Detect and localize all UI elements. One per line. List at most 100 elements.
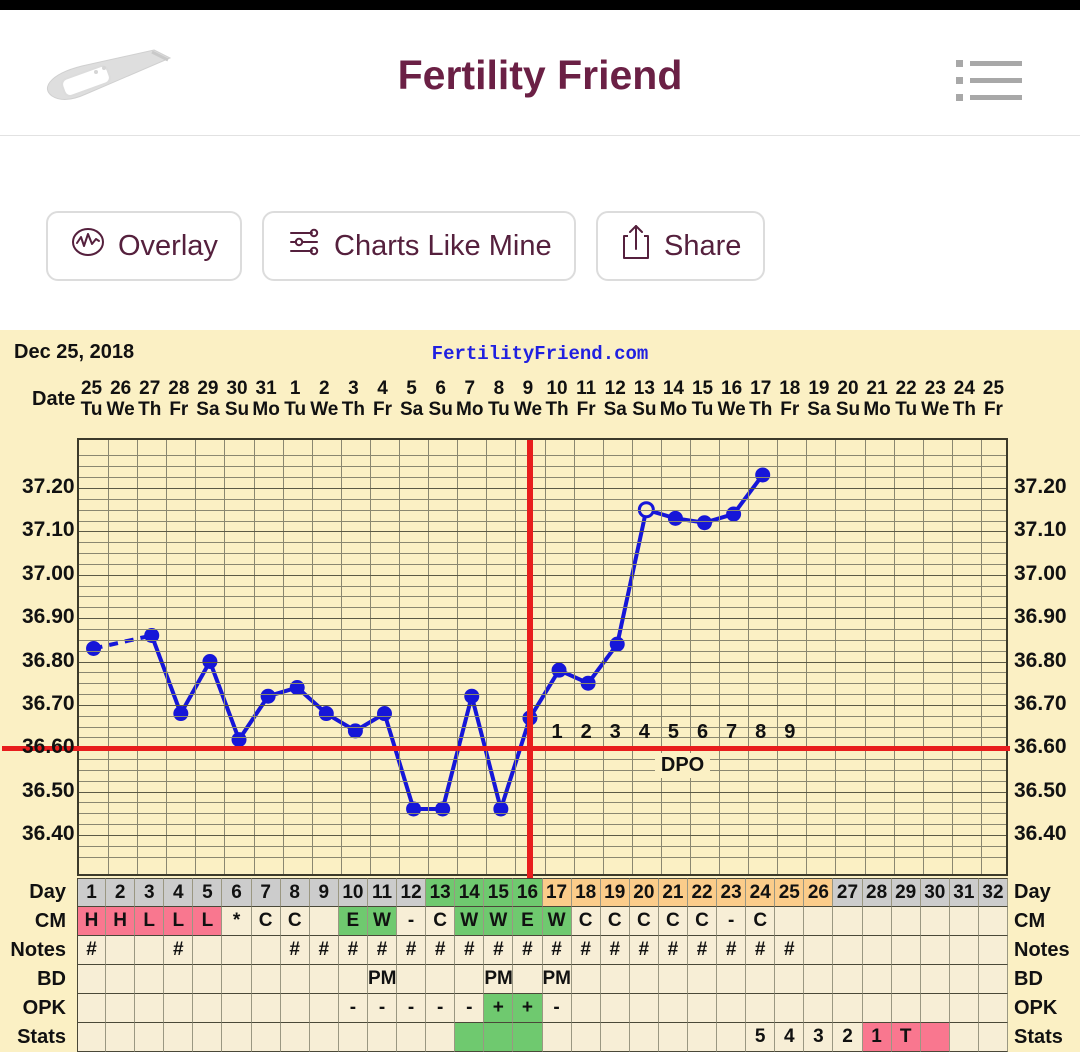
table-cell-cm[interactable]	[833, 907, 863, 936]
table-cell-opk[interactable]	[135, 994, 165, 1023]
table-cell-opk[interactable]	[658, 994, 688, 1023]
table-cell-cm[interactable]	[309, 907, 339, 936]
table-cell-stats[interactable]: 5	[746, 1023, 776, 1052]
table-cell-cm[interactable]: L	[135, 907, 165, 936]
table-cell-stats[interactable]	[338, 1023, 368, 1052]
table-cell-notes[interactable]	[949, 936, 979, 965]
table-cell-cm[interactable]: C	[746, 907, 776, 936]
table-cell-notes[interactable]: #	[775, 936, 805, 965]
table-cell-bd[interactable]: PM	[484, 965, 514, 994]
table-cell-day[interactable]: 21	[658, 878, 688, 907]
table-cell-opk[interactable]: +	[513, 994, 543, 1023]
table-cell-day[interactable]: 7	[251, 878, 281, 907]
table-cell-bd[interactable]: PM	[367, 965, 398, 994]
table-cell-bd[interactable]	[222, 965, 252, 994]
table-cell-notes[interactable]: #	[571, 936, 601, 965]
temperature-point[interactable]	[464, 688, 480, 704]
table-cell-day[interactable]: 23	[717, 878, 747, 907]
table-cell-cm[interactable]: E	[513, 907, 543, 936]
table-cell-stats[interactable]	[687, 1023, 718, 1052]
table-cell-day[interactable]: 1	[77, 878, 107, 907]
table-cell-cm[interactable]: -	[717, 907, 747, 936]
table-cell-bd[interactable]	[862, 965, 892, 994]
table-cell-opk[interactable]	[949, 994, 979, 1023]
table-cell-day[interactable]: 3	[135, 878, 165, 907]
table-cell-notes[interactable]	[135, 936, 165, 965]
table-cell-opk[interactable]	[77, 994, 107, 1023]
table-cell-cm[interactable]	[891, 907, 921, 936]
table-cell-cm[interactable]: W	[367, 907, 398, 936]
table-cell-stats[interactable]	[280, 1023, 310, 1052]
table-cell-bd[interactable]	[687, 965, 718, 994]
table-cell-day[interactable]: 24	[746, 878, 776, 907]
table-cell-stats[interactable]	[164, 1023, 194, 1052]
table-cell-day[interactable]: 19	[600, 878, 630, 907]
table-cell-day[interactable]: 28	[862, 878, 892, 907]
table-cell-stats[interactable]	[717, 1023, 747, 1052]
table-cell-opk[interactable]	[251, 994, 281, 1023]
table-cell-bd[interactable]	[106, 965, 136, 994]
table-cell-opk[interactable]: -	[367, 994, 398, 1023]
table-cell-cm[interactable]: W	[542, 907, 572, 936]
table-cell-stats[interactable]: 3	[804, 1023, 834, 1052]
table-cell-stats[interactable]: T	[891, 1023, 921, 1052]
table-cell-cm[interactable]: C	[658, 907, 688, 936]
table-cell-bd[interactable]	[600, 965, 630, 994]
table-cell-stats[interactable]	[426, 1023, 456, 1052]
table-cell-cm[interactable]: C	[280, 907, 310, 936]
table-cell-bd[interactable]	[804, 965, 834, 994]
table-cell-opk[interactable]	[978, 994, 1008, 1023]
table-cell-bd[interactable]	[135, 965, 165, 994]
table-cell-opk[interactable]	[106, 994, 136, 1023]
temperature-point[interactable]	[667, 510, 683, 526]
table-cell-stats[interactable]	[135, 1023, 165, 1052]
table-cell-day[interactable]: 20	[629, 878, 659, 907]
bbt-plot-area[interactable]	[2, 438, 1010, 878]
table-cell-stats[interactable]	[542, 1023, 572, 1052]
table-cell-opk[interactable]	[571, 994, 601, 1023]
table-cell-notes[interactable]: #	[164, 936, 194, 965]
table-cell-bd[interactable]	[833, 965, 863, 994]
table-cell-bd[interactable]	[251, 965, 281, 994]
temperature-point[interactable]	[144, 627, 160, 643]
table-cell-day[interactable]: 22	[687, 878, 718, 907]
table-cell-bd[interactable]	[193, 965, 223, 994]
temperature-point[interactable]	[435, 801, 451, 817]
table-cell-cm[interactable]	[804, 907, 834, 936]
table-cell-notes[interactable]: #	[687, 936, 718, 965]
charts-like-mine-button[interactable]: Charts Like Mine	[262, 211, 576, 281]
table-cell-notes[interactable]	[804, 936, 834, 965]
table-cell-bd[interactable]	[455, 965, 485, 994]
table-cell-notes[interactable]: #	[717, 936, 747, 965]
table-cell-opk[interactable]	[920, 994, 950, 1023]
table-cell-cm[interactable]: L	[193, 907, 223, 936]
table-cell-notes[interactable]	[920, 936, 950, 965]
table-cell-bd[interactable]	[309, 965, 339, 994]
table-cell-opk[interactable]: -	[426, 994, 456, 1023]
table-cell-day[interactable]: 29	[891, 878, 921, 907]
table-cell-cm[interactable]: L	[164, 907, 194, 936]
table-cell-stats[interactable]	[106, 1023, 136, 1052]
table-cell-stats[interactable]	[513, 1023, 543, 1052]
table-cell-opk[interactable]	[280, 994, 310, 1023]
temperature-point[interactable]	[406, 801, 422, 817]
table-cell-day[interactable]: 31	[949, 878, 979, 907]
table-cell-stats[interactable]	[222, 1023, 252, 1052]
table-cell-notes[interactable]: #	[280, 936, 310, 965]
table-cell-opk[interactable]: -	[455, 994, 485, 1023]
table-cell-notes[interactable]: #	[629, 936, 659, 965]
table-cell-bd[interactable]: PM	[542, 965, 572, 994]
table-cell-cm[interactable]: C	[426, 907, 456, 936]
table-cell-notes[interactable]: #	[746, 936, 776, 965]
table-cell-opk[interactable]	[717, 994, 747, 1023]
temperature-point[interactable]	[493, 801, 509, 817]
table-cell-cm[interactable]: H	[77, 907, 107, 936]
table-cell-bd[interactable]	[717, 965, 747, 994]
table-cell-stats[interactable]	[484, 1023, 514, 1052]
table-cell-notes[interactable]: #	[484, 936, 514, 965]
temperature-point[interactable]	[755, 467, 771, 483]
table-cell-opk[interactable]	[193, 994, 223, 1023]
table-cell-notes[interactable]: #	[77, 936, 107, 965]
table-cell-notes[interactable]	[862, 936, 892, 965]
table-cell-bd[interactable]	[338, 965, 368, 994]
